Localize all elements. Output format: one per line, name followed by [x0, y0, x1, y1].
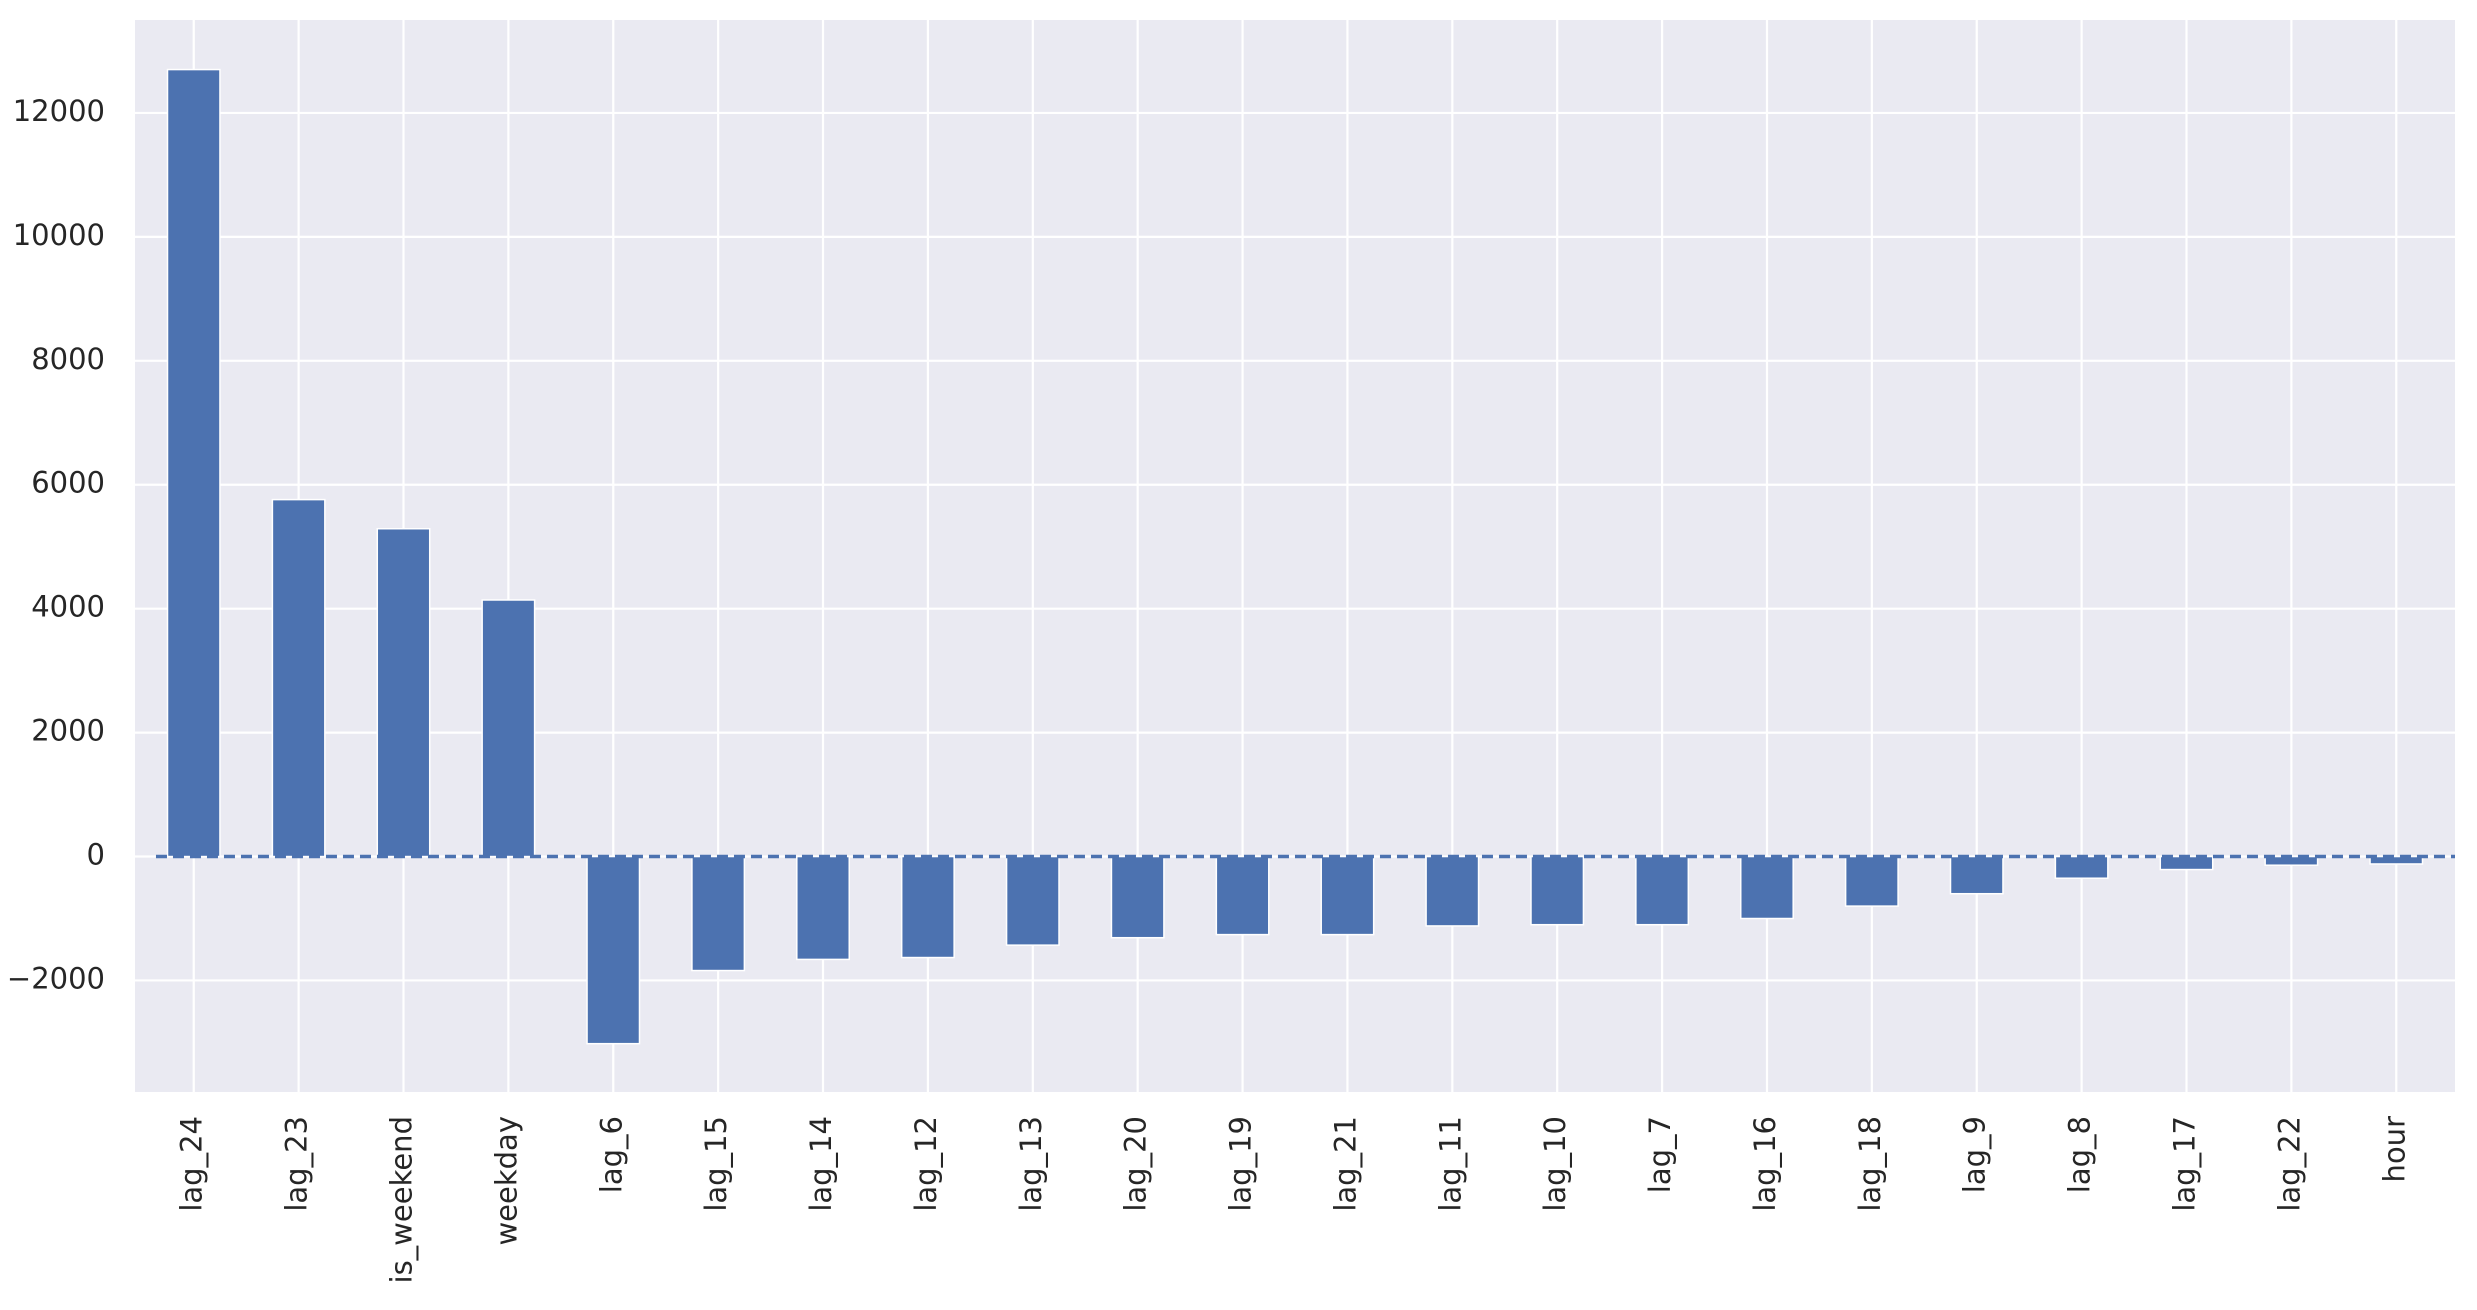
x-tick-label: lag_8 [2063, 1116, 2097, 1193]
y-tick-label: 6000 [31, 466, 105, 500]
x-tick-label: is_weekend [384, 1116, 418, 1283]
bar-lag_24 [166, 68, 221, 858]
y-tick-label: −2000 [7, 961, 105, 995]
bar-hour [2369, 855, 2424, 865]
bar-is_weekend [376, 527, 431, 858]
bar-lag_18 [1844, 855, 1899, 907]
bar-lag_21 [1320, 855, 1375, 936]
bar-lag_8 [2054, 855, 2109, 879]
x-tick-label: lag_9 [1958, 1116, 1992, 1193]
x-tick-label: lag_11 [1433, 1116, 1467, 1212]
bar-lag_16 [1740, 855, 1794, 920]
x-axis-ticks: lag_24 lag_23 is_weekend weekday lag_6 lag_15… [175, 1116, 2412, 1284]
x-tick-label: lag_14 [804, 1116, 838, 1212]
x-tick-label: lag_15 [699, 1116, 733, 1212]
x-tick-label: lag_22 [2272, 1116, 2306, 1212]
x-tick-label: lag_17 [2168, 1116, 2202, 1212]
y-tick-label: 4000 [31, 590, 105, 624]
bar-lag_6 [586, 855, 641, 1045]
bar-lag_20 [1110, 855, 1165, 939]
bar-lag_12 [900, 855, 955, 959]
x-tick-label: lag_10 [1538, 1116, 1572, 1212]
y-tick-label: 8000 [31, 342, 105, 376]
x-tick-label: lag_19 [1224, 1116, 1258, 1212]
bar-lag_11 [1425, 855, 1480, 927]
plot-area [135, 20, 2455, 1092]
x-tick-label: lag_23 [280, 1116, 314, 1212]
bar-lag_15 [691, 855, 746, 972]
y-tick-label: 0 [87, 838, 105, 872]
x-tick-label: lag_7 [1643, 1116, 1677, 1193]
bar-lag_23 [271, 498, 326, 858]
x-tick-label: lag_21 [1328, 1116, 1362, 1212]
x-tick-label: lag_24 [175, 1116, 209, 1212]
bar-lag_19 [1215, 855, 1270, 936]
bar-lag_17 [2159, 855, 2214, 871]
x-tick-label: hour [2377, 1116, 2411, 1183]
x-tick-label: lag_20 [1119, 1116, 1153, 1212]
bar-lag_9 [1949, 855, 2004, 895]
x-tick-label: lag_18 [1853, 1116, 1887, 1212]
x-tick-label: lag_12 [909, 1116, 943, 1212]
x-tick-label: lag_16 [1748, 1116, 1782, 1212]
bar-lag_13 [1005, 855, 1060, 946]
bar-weekday [481, 599, 536, 858]
x-tick-label: weekday [489, 1116, 523, 1246]
bar-lag_14 [796, 855, 850, 961]
y-tick-label: 2000 [31, 714, 105, 748]
y-tick-label: 10000 [13, 218, 105, 252]
bar-lag_10 [1530, 855, 1585, 926]
bar-lag_7 [1635, 855, 1690, 926]
y-tick-label: 12000 [13, 94, 105, 128]
bars [166, 68, 2424, 1045]
x-tick-label: lag_13 [1014, 1116, 1048, 1212]
x-tick-label: lag_6 [594, 1116, 628, 1193]
y-axis-ticks: −2000 0 2000 4000 6000 8000 10000 12000 [7, 94, 105, 996]
